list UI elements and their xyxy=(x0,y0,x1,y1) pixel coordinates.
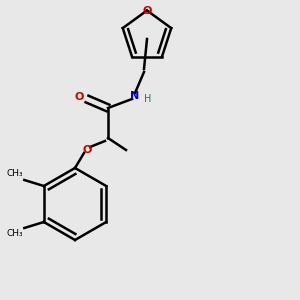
Text: O: O xyxy=(75,92,84,103)
Text: O: O xyxy=(82,145,92,155)
Text: O: O xyxy=(142,5,152,16)
Text: H: H xyxy=(144,94,152,104)
Text: CH₃: CH₃ xyxy=(6,169,23,178)
Text: CH₃: CH₃ xyxy=(6,230,23,238)
Text: N: N xyxy=(130,91,140,101)
